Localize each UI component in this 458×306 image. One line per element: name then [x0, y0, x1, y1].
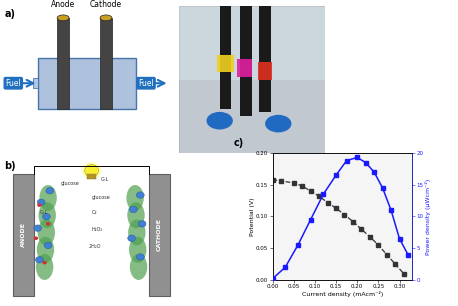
Text: Fuel: Fuel [138, 79, 154, 88]
Ellipse shape [35, 256, 44, 263]
Bar [240, 6, 252, 116]
Ellipse shape [44, 242, 52, 249]
Bar [149, 174, 170, 296]
Text: ANODE: ANODE [21, 222, 26, 247]
Ellipse shape [43, 261, 47, 264]
Ellipse shape [34, 225, 42, 231]
Ellipse shape [57, 15, 69, 21]
Ellipse shape [207, 112, 233, 129]
Ellipse shape [38, 219, 55, 245]
Text: CATHODE: CATHODE [157, 218, 162, 251]
Bar [179, 80, 325, 153]
Bar [136, 78, 142, 88]
Ellipse shape [128, 235, 136, 241]
Ellipse shape [136, 254, 144, 260]
Text: b): b) [5, 161, 16, 170]
Ellipse shape [81, 162, 102, 179]
Text: a): a) [5, 9, 16, 19]
Ellipse shape [126, 185, 144, 211]
Ellipse shape [136, 192, 144, 198]
Text: G-L: G-L [39, 210, 48, 215]
Text: Anode: Anode [51, 0, 75, 9]
Bar [259, 6, 271, 112]
Ellipse shape [39, 185, 57, 211]
Bar [33, 78, 38, 88]
Ellipse shape [265, 115, 291, 132]
Ellipse shape [130, 254, 147, 280]
Ellipse shape [138, 221, 146, 227]
Ellipse shape [37, 237, 54, 263]
Text: O₂: O₂ [92, 210, 97, 215]
Ellipse shape [37, 199, 45, 206]
Ellipse shape [43, 213, 50, 220]
Ellipse shape [129, 237, 147, 263]
FancyBboxPatch shape [38, 58, 136, 109]
Ellipse shape [85, 165, 98, 177]
Bar [179, 6, 325, 80]
Text: c): c) [234, 138, 244, 148]
Bar [217, 54, 234, 72]
Ellipse shape [127, 202, 145, 228]
Y-axis label: Power density (μWcm⁻²): Power density (μWcm⁻²) [425, 178, 431, 255]
Ellipse shape [36, 254, 53, 280]
Bar [100, 18, 112, 109]
Text: 2H₂O: 2H₂O [88, 244, 101, 249]
Ellipse shape [46, 222, 50, 226]
Bar [237, 59, 252, 76]
Ellipse shape [100, 15, 112, 21]
Bar [57, 18, 69, 109]
Y-axis label: Potential (V): Potential (V) [250, 197, 255, 236]
Text: glucose: glucose [92, 196, 110, 200]
Text: H₂O₂: H₂O₂ [92, 227, 103, 232]
Ellipse shape [34, 237, 38, 240]
Ellipse shape [130, 206, 137, 213]
X-axis label: Current density (mAcm⁻²): Current density (mAcm⁻²) [302, 291, 383, 297]
Text: G-L: G-L [100, 177, 109, 182]
Bar [87, 174, 96, 178]
Text: Fuel: Fuel [5, 79, 21, 88]
Bar [13, 174, 34, 296]
Ellipse shape [128, 219, 146, 245]
Ellipse shape [37, 203, 42, 207]
Ellipse shape [38, 202, 56, 228]
Text: Cathode: Cathode [90, 0, 122, 9]
Bar [258, 62, 273, 80]
Bar [220, 6, 231, 109]
Text: glucose: glucose [60, 181, 79, 186]
Ellipse shape [46, 188, 54, 194]
